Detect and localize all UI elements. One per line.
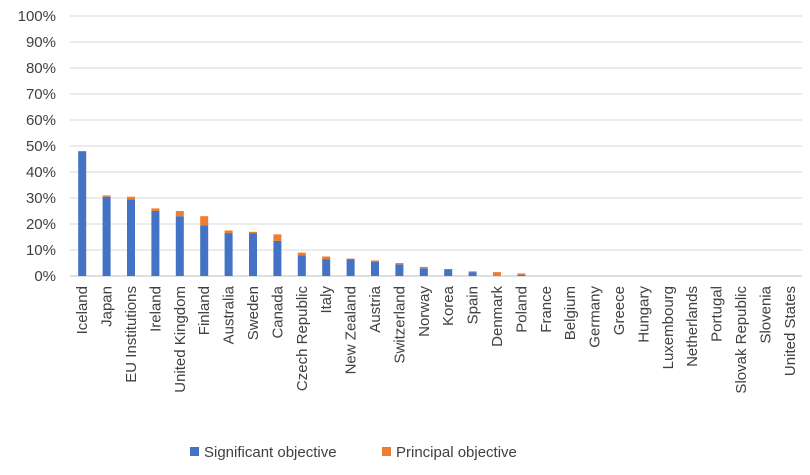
bar-significant-switzerland [395,264,404,276]
y-tick-label: 0% [34,268,56,285]
y-tick-label: 70% [26,86,56,103]
bar-principal-canada [273,234,282,241]
x-tick-label: Hungary [635,286,652,343]
bar-significant-ireland [151,211,160,276]
bar-significant-czech-republic [297,255,306,276]
x-tick-label: Greece [611,286,628,335]
x-tick-label: Italy [318,286,335,314]
bar-significant-spain [468,272,477,276]
x-tick-label: Finland [196,286,213,335]
bar-significant-iceland [78,151,87,276]
bar-principal-united-kingdom [175,211,184,217]
y-tick-label: 60% [26,112,56,129]
bar-principal-australia [224,230,233,234]
bar-significant-korea [444,269,453,276]
x-tick-label: Germany [587,286,604,348]
bar-significant-australia [224,233,233,276]
bar-significant-norway [419,268,428,276]
bar-significant-canada [273,240,282,276]
bar-significant-poland [517,274,526,276]
bar-significant-italy [322,259,331,276]
x-tick-label: Slovak Republic [733,286,750,394]
x-tick-label: Australia [221,285,238,344]
x-tick-label: Poland [513,286,530,333]
gridlines [70,15,802,277]
bar-principal-korea [444,268,453,270]
y-tick-label: 100% [18,8,56,25]
x-tick-label: Ireland [147,286,164,332]
bar-principal-eu-institutions [127,196,135,200]
x-tick-label: Luxembourg [660,286,677,369]
bar-principal-switzerland [395,263,404,265]
legend-swatch-significant [190,447,199,456]
bar-significant-united-kingdom [175,216,184,276]
x-tick-label: United Kingdom [172,286,189,393]
bar-significant-japan [102,196,111,276]
x-tick-label: Belgium [562,286,579,340]
y-tick-label: 50% [26,138,56,155]
bar-significant-austria [371,261,379,276]
y-tick-label: 10% [26,242,56,259]
x-tick-label: Slovenia [757,285,774,343]
bar-principal-norway [419,266,428,269]
x-tick-label: EU Institutions [123,286,140,383]
legend-swatch-principal [382,447,391,456]
bar-principal-ireland [151,208,160,211]
y-tick-label: 30% [26,190,56,207]
x-tick-label: France [538,286,555,333]
bar-principal-finland [200,216,209,226]
x-tick-label: Korea [440,285,457,326]
bars [78,151,526,276]
bar-significant-finland [200,225,209,276]
bar-significant-eu-institutions [127,199,135,276]
x-tick-label: Spain [465,286,482,324]
x-tick-label: Denmark [489,286,506,347]
bar-principal-italy [322,256,331,260]
x-tick-label: Netherlands [684,286,701,367]
legend-label-principal: Principal objective [396,444,517,461]
bar-principal-austria [371,260,379,262]
bar-significant-sweden [249,233,257,276]
x-tick-label: Switzerland [391,286,408,364]
y-tick-label: 20% [26,216,56,233]
y-tick-label: 90% [26,34,56,51]
bar-significant-new-zealand [346,259,355,276]
x-tick-label: Norway [416,286,433,337]
y-axis-ticks: 0% 10% 20% 30% 40% 50% 60% 70% 80% 90% 100% [18,8,56,285]
x-tick-label: Czech Republic [294,286,311,392]
x-tick-label: United States [782,286,799,376]
bar-principal-new-zealand [346,258,355,260]
x-tick-label: Japan [99,286,116,327]
x-axis-ticks: Iceland Japan EU Institutions Ireland United… [74,285,799,393]
bar-principal-denmark [493,272,501,276]
bar-principal-czech-republic [297,252,306,256]
y-tick-label: 40% [26,164,56,181]
x-tick-label: Iceland [74,286,91,334]
x-tick-label: Portugal [709,286,726,342]
x-tick-label: Austria [367,285,384,332]
legend: Significant objective Principal objective [190,444,517,461]
x-tick-label: Canada [269,285,286,338]
legend-label-significant: Significant objective [204,444,337,461]
y-tick-label: 80% [26,60,56,77]
bar-principal-poland [517,273,526,275]
bar-principal-japan [102,195,111,197]
bar-principal-sweden [249,231,257,234]
x-tick-label: Sweden [245,286,262,340]
bar-principal-spain [468,271,477,273]
x-tick-label: New Zealand [343,286,360,374]
